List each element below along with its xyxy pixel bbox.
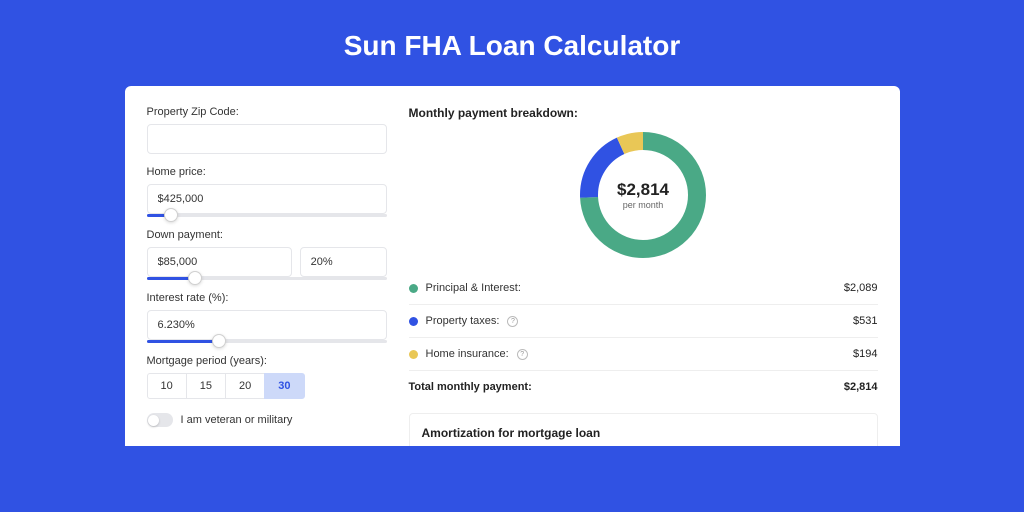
- breakdown-list: Principal & Interest: $2,089 Property taxe…: [409, 276, 878, 366]
- interest-input[interactable]: [147, 310, 387, 340]
- period-tabs: 10152030: [147, 373, 387, 399]
- period-tab-15[interactable]: 15: [186, 373, 226, 399]
- interest-field-group: Interest rate (%):: [147, 292, 387, 343]
- zip-label: Property Zip Code:: [147, 106, 387, 118]
- total-value: $2,814: [844, 381, 878, 393]
- breakdown-title: Monthly payment breakdown:: [409, 106, 878, 120]
- veteran-label: I am veteran or military: [181, 414, 293, 426]
- calculator-card: Property Zip Code: Home price: Down paym…: [125, 86, 900, 446]
- zip-input[interactable]: [147, 124, 387, 154]
- donut-subtext: per month: [623, 200, 664, 210]
- help-icon[interactable]: ?: [517, 349, 528, 360]
- amortization-title: Amortization for mortgage loan: [422, 426, 865, 440]
- help-icon[interactable]: ?: [507, 316, 518, 327]
- donut-amount: $2,814: [617, 180, 669, 200]
- divider: [409, 370, 878, 371]
- down-payment-slider[interactable]: [147, 277, 387, 280]
- down-payment-label: Down payment:: [147, 229, 387, 241]
- form-column: Property Zip Code: Home price: Down paym…: [147, 106, 387, 426]
- home-price-input[interactable]: [147, 184, 387, 214]
- breakdown-value: $531: [853, 315, 877, 327]
- breakdown-row: Property taxes:? $531: [409, 309, 878, 333]
- breakdown-label: Property taxes:: [426, 315, 500, 327]
- divider: [409, 304, 878, 305]
- zip-field-group: Property Zip Code:: [147, 106, 387, 154]
- down-payment-amount-input[interactable]: [147, 247, 292, 277]
- legend-dot: [409, 284, 418, 293]
- period-tab-30[interactable]: 30: [264, 373, 304, 399]
- period-label: Mortgage period (years):: [147, 355, 387, 367]
- amortization-card: Amortization for mortgage loan Amortizat…: [409, 413, 878, 446]
- veteran-toggle[interactable]: [147, 413, 173, 427]
- interest-slider[interactable]: [147, 340, 387, 343]
- down-payment-pct-input[interactable]: [300, 247, 387, 277]
- period-tab-10[interactable]: 10: [147, 373, 187, 399]
- total-label: Total monthly payment:: [409, 381, 532, 393]
- breakdown-label: Principal & Interest:: [426, 282, 521, 294]
- breakdown-label: Home insurance:: [426, 348, 509, 360]
- home-price-slider[interactable]: [147, 214, 387, 217]
- period-tab-20[interactable]: 20: [225, 373, 265, 399]
- home-price-label: Home price:: [147, 166, 387, 178]
- down-payment-field-group: Down payment:: [147, 229, 387, 280]
- divider: [409, 337, 878, 338]
- legend-dot: [409, 317, 418, 326]
- slider-thumb[interactable]: [212, 334, 226, 348]
- home-price-field-group: Home price:: [147, 166, 387, 217]
- page-title: Sun FHA Loan Calculator: [0, 0, 1024, 86]
- total-row: Total monthly payment: $2,814: [409, 375, 878, 399]
- interest-label: Interest rate (%):: [147, 292, 387, 304]
- breakdown-row: Home insurance:? $194: [409, 342, 878, 366]
- donut-chart-wrap: $2,814 per month: [409, 132, 878, 258]
- breakdown-value: $2,089: [844, 282, 878, 294]
- breakdown-column: Monthly payment breakdown: $2,814 per mo…: [409, 106, 878, 426]
- slider-thumb[interactable]: [164, 208, 178, 222]
- veteran-toggle-row: I am veteran or military: [147, 413, 387, 427]
- breakdown-row: Principal & Interest: $2,089: [409, 276, 878, 300]
- slider-thumb[interactable]: [188, 271, 202, 285]
- donut-chart: $2,814 per month: [580, 132, 706, 258]
- donut-center: $2,814 per month: [580, 132, 706, 258]
- period-field-group: Mortgage period (years): 10152030: [147, 355, 387, 399]
- legend-dot: [409, 350, 418, 359]
- breakdown-value: $194: [853, 348, 877, 360]
